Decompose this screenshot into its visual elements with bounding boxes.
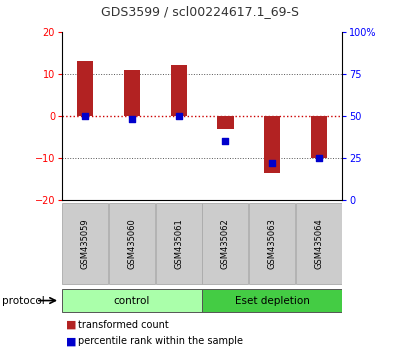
Bar	[156, 204, 202, 284]
Bar	[62, 204, 108, 284]
Bar	[217, 116, 234, 129]
Bar	[109, 204, 155, 284]
Text: GSM435059: GSM435059	[81, 218, 90, 269]
Bar	[202, 204, 248, 284]
Bar	[264, 116, 280, 173]
Text: percentile rank within the sample: percentile rank within the sample	[78, 336, 243, 346]
Bar	[77, 61, 94, 116]
Bar	[296, 204, 342, 284]
Text: GSM435061: GSM435061	[174, 218, 183, 269]
Bar	[249, 204, 295, 284]
Bar	[124, 70, 140, 116]
Text: ■: ■	[66, 320, 76, 330]
Text: GDS3599 / scl00224617.1_69-S: GDS3599 / scl00224617.1_69-S	[101, 5, 299, 18]
Text: control: control	[114, 296, 150, 306]
Bar	[170, 65, 187, 116]
Bar	[202, 289, 342, 312]
Text: Eset depletion: Eset depletion	[234, 296, 310, 306]
Text: GSM435064: GSM435064	[314, 218, 323, 269]
Text: protocol: protocol	[2, 296, 45, 306]
Point	[316, 155, 322, 161]
Point	[269, 160, 275, 166]
Point	[82, 113, 88, 119]
Point	[129, 116, 135, 122]
Text: GSM435062: GSM435062	[221, 218, 230, 269]
Text: ■: ■	[66, 336, 76, 346]
Bar	[310, 116, 327, 158]
Text: transformed count: transformed count	[78, 320, 169, 330]
Point	[222, 138, 228, 144]
Point	[176, 113, 182, 119]
Text: GSM435063: GSM435063	[268, 218, 276, 269]
Bar	[62, 289, 202, 312]
Text: GSM435060: GSM435060	[128, 218, 136, 269]
